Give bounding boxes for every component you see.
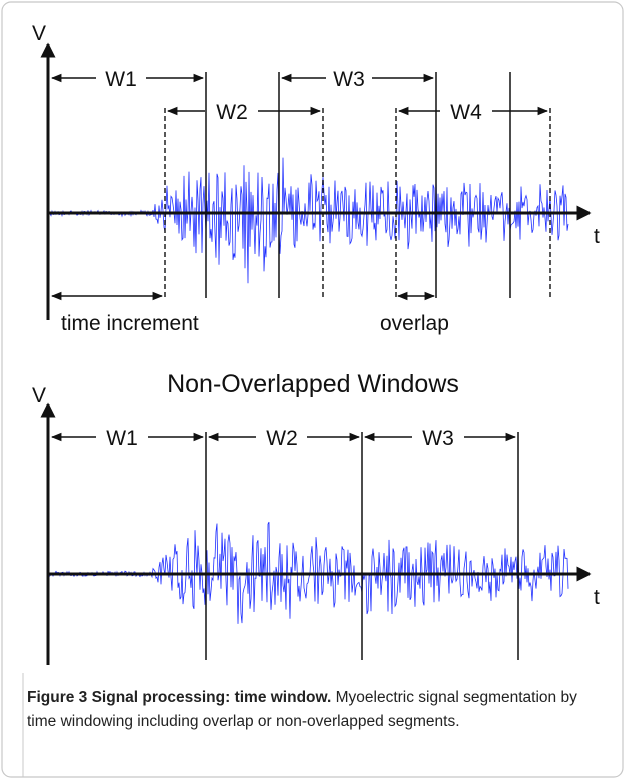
w4-label-top: W4 [450,101,482,124]
t-axis-label-bottom: t [594,586,600,609]
non-overlapped-title: Non-Overlapped Windows [167,370,459,398]
caption-text: Myoelectric signal segmentation by time … [27,689,577,730]
time-window-diagram: V t W1 W2 W3 W4 time increment overlap [32,22,600,665]
v-axis-label-top: V [32,22,46,45]
w1-label-bottom: W1 [106,427,138,450]
w2-label-bottom: W2 [266,427,298,450]
w2-label-top: W2 [216,101,248,124]
w1-label-top: W1 [105,68,137,91]
overlapped-panel: V t W1 W2 W3 W4 time increment overlap [32,22,600,335]
v-axis-label-bottom: V [32,384,46,407]
non-overlapped-panel: Non-Overlapped Windows V t W1 W2 W3 [32,370,600,665]
w3-label-bottom: W3 [422,427,454,450]
t-axis-label-top: t [594,225,600,248]
overlap-label: overlap [380,312,449,335]
w3-label-top: W3 [333,68,365,91]
time-increment-label: time increment [61,312,199,335]
figure-caption: Figure 3 Signal processing: time window.… [27,686,587,734]
caption-label: Figure 3 Signal processing: time window. [27,689,332,706]
myoelectric-signal-top [49,157,569,284]
